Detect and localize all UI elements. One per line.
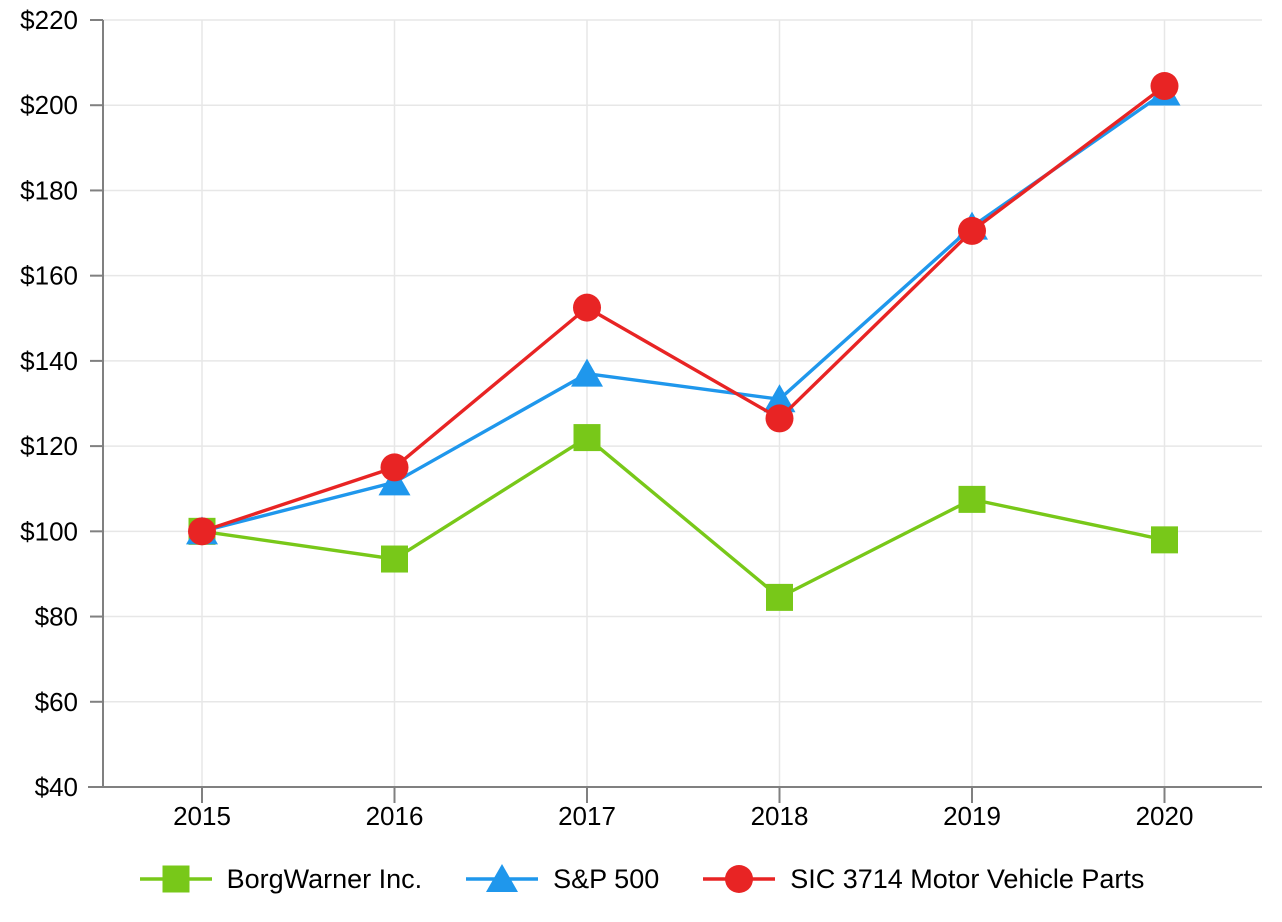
legend-key-sp500: [466, 864, 539, 892]
legend-label-borgwarner: BorgWarner Inc.: [226, 863, 423, 894]
y-axis-tick-label: $180: [20, 175, 78, 205]
square-data-marker: [766, 583, 793, 611]
y-axis-tick-label: $120: [20, 431, 78, 461]
y-axis-tick-label: $160: [20, 261, 78, 291]
y-axis-tick-label: $140: [20, 346, 78, 376]
y-axis-tick-label: $60: [35, 687, 78, 717]
circle-data-marker: [958, 216, 986, 245]
y-axis-tick-label: $220: [20, 5, 78, 35]
y-axis-tick-label: $200: [20, 90, 78, 120]
series-line-0: [201, 435, 1165, 600]
square-data-marker: [958, 485, 986, 513]
performance-line-chart: $40 $60 $80 $100 $120 $140 $160 $180 $200 $220 201…: [20, 5, 1262, 831]
circle-data-marker: [765, 404, 794, 433]
legend-key-borgwarner: [139, 865, 212, 893]
circle-data-marker: [573, 293, 601, 322]
y-axis-tick-label: $100: [20, 516, 78, 546]
legend-item-borgwarner: BorgWarner Inc.: [138, 862, 423, 896]
circle-data-marker: [188, 517, 216, 546]
square-data-marker: [573, 424, 601, 452]
y-axis-tick-label: $40: [35, 772, 78, 802]
x-axis-tick-label: 2015: [173, 801, 231, 831]
triangle-data-marker: [763, 384, 796, 413]
x-axis-tick-label: 2018: [751, 801, 809, 831]
circle-data-marker: [1150, 72, 1179, 101]
legend-item-sic3714: SIC 3714 Motor Vehicle Parts: [701, 862, 1144, 896]
x-axis-tick-label: 2019: [943, 801, 1001, 831]
legend-item-sp500: S&P 500: [464, 862, 659, 896]
square-data-marker: [1151, 526, 1178, 554]
triangle-data-marker: [571, 358, 603, 387]
y-axis-tick-label: $80: [35, 602, 78, 632]
square-marker-icon: [162, 865, 190, 893]
legend-label-sic3714: SIC 3714 Motor Vehicle Parts: [790, 863, 1145, 894]
circle-data-marker: [380, 453, 409, 482]
legend-key-sic3714: [703, 865, 776, 893]
triangle-marker-icon: [486, 864, 519, 892]
x-axis-tick-label: 2017: [558, 801, 616, 831]
chart-legend: BorgWarner Inc. S&P 500 SIC 3714 Motor V…: [0, 850, 1282, 908]
x-axis-tick-label: 2020: [1136, 801, 1194, 831]
series-line-1: [201, 91, 1166, 533]
series-line-2: [201, 84, 1166, 533]
legend-label-sp500: S&P 500: [553, 863, 660, 894]
square-data-marker: [381, 545, 408, 573]
x-axis-tick-label: 2016: [366, 801, 424, 831]
circle-marker-icon: [725, 865, 754, 893]
